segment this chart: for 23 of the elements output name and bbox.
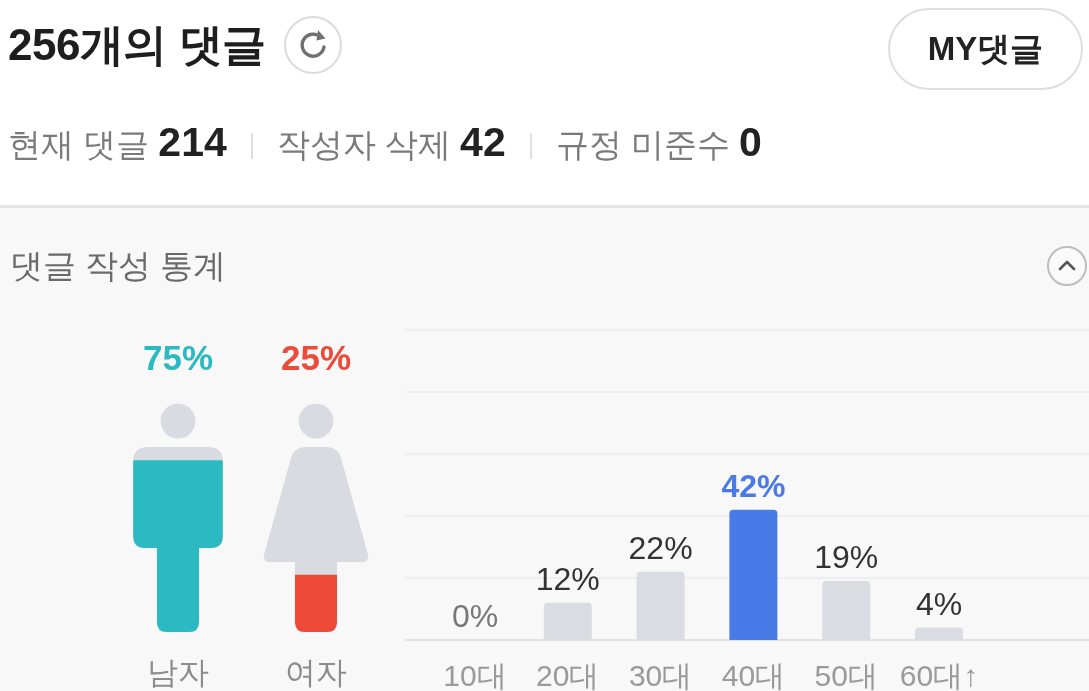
text: 작성자 삭제 42 bbox=[276, 118, 506, 165]
x-tick-label: 남자 bbox=[147, 654, 209, 690]
x-tick-label: 20대 bbox=[536, 658, 600, 691]
data-label: 0% bbox=[451, 598, 499, 634]
text: 256개의 댓글 bbox=[8, 20, 266, 69]
x-tick-label: 50대 bbox=[814, 658, 878, 691]
x-tick-label: 40대 bbox=[721, 658, 786, 691]
bar bbox=[729, 509, 778, 640]
data-label: 12% bbox=[535, 560, 600, 597]
text: MY댓글 bbox=[888, 8, 1083, 90]
x-tick-label: 10대 bbox=[443, 658, 507, 691]
data-label: 42% bbox=[721, 467, 786, 504]
x-tick-label: 여자 bbox=[285, 654, 347, 690]
data-label: 25% bbox=[280, 337, 352, 377]
data-label: 4% bbox=[915, 585, 963, 622]
data-label: 19% bbox=[814, 539, 879, 576]
text: 현재 댓글 214 bbox=[8, 118, 227, 165]
text: 규정 미준수 0 bbox=[555, 118, 762, 165]
data-label: 75% bbox=[142, 337, 214, 377]
x-tick-label: 30대 bbox=[628, 658, 693, 691]
x-tick-label: 60대↑ bbox=[899, 658, 979, 691]
chart-title: 댓글 작성 통계 bbox=[10, 246, 227, 284]
data-label: 22% bbox=[628, 529, 693, 566]
